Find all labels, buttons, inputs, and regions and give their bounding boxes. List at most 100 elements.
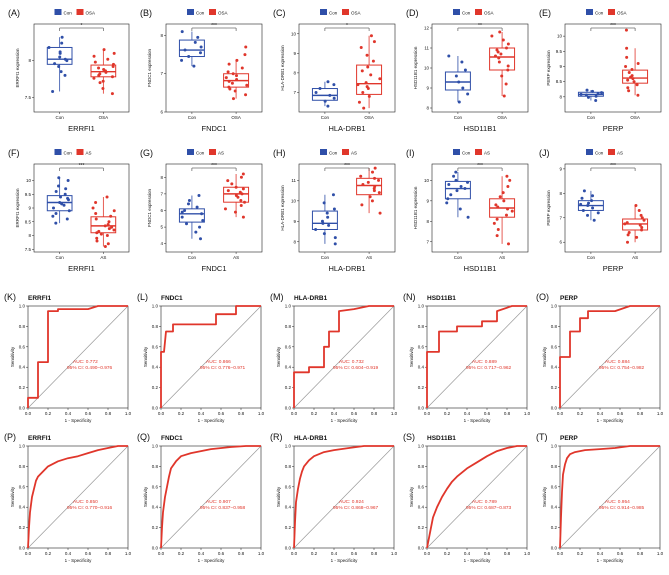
- x-tick-label: 0.6: [218, 551, 225, 556]
- data-point: [223, 207, 227, 211]
- roc-title: HSD11B1: [427, 435, 456, 442]
- legend-label-case: AS: [484, 151, 490, 156]
- data-point: [636, 93, 640, 97]
- data-point: [359, 45, 363, 49]
- y-tick-label: 0.6: [152, 344, 159, 349]
- data-point: [234, 74, 238, 78]
- box-case: AS: [223, 172, 250, 260]
- panel-letter: (P): [4, 432, 16, 442]
- boxplot-panel-errfi1-as: (F) Con AS 7.5 8 8.5 9 9.5 10 ERRFI1 expression Co…: [8, 148, 130, 273]
- legend-label-con: Con: [64, 151, 73, 156]
- y-tick-label: 0.4: [19, 365, 26, 370]
- roc-curve: [293, 305, 394, 408]
- data-point: [460, 60, 464, 64]
- x-tick-label: 0.4: [65, 551, 72, 556]
- data-point: [506, 42, 510, 46]
- data-point: [506, 207, 510, 211]
- x-tick-label: 0.2: [577, 551, 584, 556]
- data-point: [326, 104, 330, 108]
- data-point: [505, 174, 509, 178]
- data-point: [457, 80, 461, 84]
- y-tick-label: 0.4: [152, 505, 159, 510]
- box-iqr: [311, 210, 338, 230]
- y-tick-label: 0.2: [19, 525, 26, 530]
- diagonal-reference: [293, 445, 395, 549]
- data-point: [373, 185, 377, 189]
- significance-bracket: [324, 27, 370, 31]
- roc-panel-perp-osa: (O) PERP 0.00.0 0.2 0.2 0.4 0.4 0.6 0.6 0.8 0.8 1.0…: [536, 292, 664, 423]
- y-axis-label: PERP expression: [546, 50, 551, 86]
- data-point: [361, 182, 365, 186]
- y-tick-label: 0.0: [19, 406, 26, 411]
- data-point: [360, 69, 364, 73]
- x-tick-label: 0.6: [617, 411, 624, 416]
- auc-label: AUC: 0.924: [339, 499, 364, 505]
- gene-label: HLA-DRB1: [328, 124, 365, 133]
- legend-swatch-con: [453, 9, 460, 15]
- data-point: [66, 196, 70, 200]
- legend-swatch-con: [54, 149, 62, 155]
- data-point: [227, 62, 231, 66]
- legend-swatch-case: [475, 9, 482, 15]
- y-tick-label: 10: [291, 31, 297, 36]
- data-point: [94, 212, 98, 215]
- x-tick-label: 1.0: [657, 411, 664, 416]
- data-point: [377, 178, 381, 182]
- y-axis-label: FNDC1 expression: [147, 188, 152, 227]
- x-tick-label: 0.4: [331, 551, 338, 556]
- roc-title: FNDC1: [161, 435, 183, 442]
- data-point: [230, 182, 234, 186]
- data-point: [359, 174, 363, 178]
- data-point: [373, 166, 377, 170]
- data-point: [630, 74, 634, 78]
- data-point: [195, 205, 199, 209]
- data-point: [233, 210, 237, 214]
- y-tick-label: 6: [160, 208, 163, 213]
- data-point: [106, 223, 110, 226]
- significance-bracket: [191, 167, 237, 171]
- data-point: [109, 214, 113, 218]
- data-point: [328, 93, 332, 97]
- data-point: [63, 73, 67, 77]
- data-point: [224, 76, 228, 80]
- data-point: [54, 221, 58, 225]
- data-point: [180, 210, 184, 214]
- y-tick-label: 7: [426, 239, 429, 244]
- y-tick-label: 4: [160, 241, 163, 246]
- data-point: [506, 64, 510, 68]
- data-point: [635, 83, 639, 87]
- data-point: [455, 189, 459, 193]
- y-tick-label: 0.0: [152, 406, 159, 411]
- legend-label-con: Con: [196, 151, 205, 156]
- data-point: [586, 95, 590, 99]
- data-point: [110, 225, 114, 229]
- roc-curve: [160, 445, 261, 549]
- data-point: [235, 77, 239, 81]
- data-point: [492, 221, 496, 225]
- data-point: [58, 55, 62, 59]
- data-point: [226, 179, 230, 183]
- data-point: [579, 92, 583, 96]
- box-con: Con: [178, 194, 205, 260]
- box-case: OSA: [356, 34, 383, 120]
- data-point: [626, 78, 630, 82]
- data-point: [626, 233, 630, 237]
- auc-label: AUC: 0.954: [605, 499, 630, 505]
- y-tick-label: 6: [160, 110, 163, 115]
- x-axis-label: 1 - Specificity: [65, 558, 93, 563]
- data-point: [496, 227, 500, 231]
- data-point: [239, 199, 243, 203]
- box-iqr: [178, 39, 205, 58]
- legend-label-case: OSA: [218, 11, 228, 16]
- data-point: [600, 91, 604, 95]
- legend-label-con: Con: [196, 11, 205, 16]
- y-tick-label: 0.8: [418, 324, 425, 329]
- y-tick-label: 0.2: [19, 385, 26, 390]
- x-tick-label: AS: [100, 255, 106, 260]
- y-tick-label: 8.5: [556, 79, 563, 84]
- diagonal-reference: [426, 305, 528, 409]
- data-point: [497, 56, 501, 60]
- data-point: [193, 40, 197, 44]
- diagonal-reference: [27, 445, 129, 549]
- x-tick-label: 0.8: [238, 551, 245, 556]
